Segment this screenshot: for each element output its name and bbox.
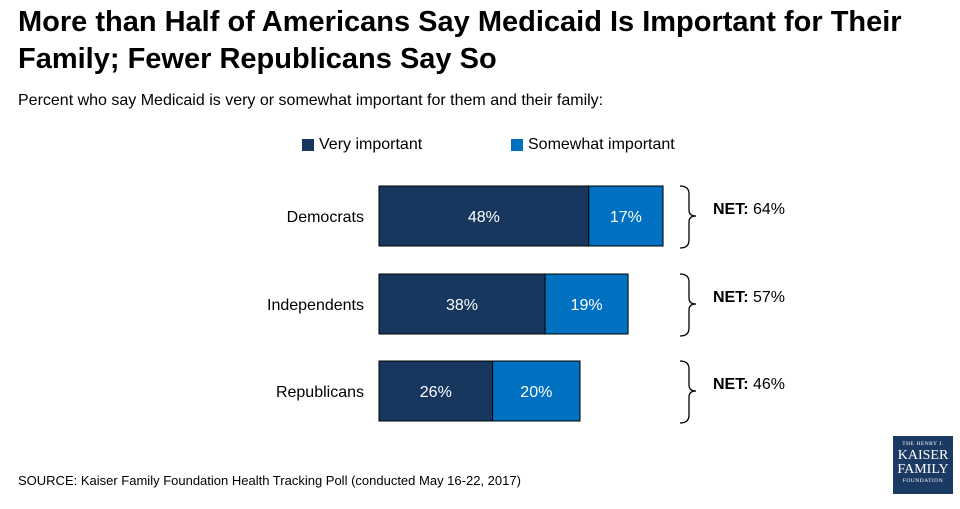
source-note: SOURCE: Kaiser Family Foundation Health … [18, 473, 521, 488]
bar-somewhat-independents [544, 273, 629, 335]
category-label-democrats: Democrats [287, 209, 364, 226]
chart-title: More than Half of Americans Say Medicaid… [18, 6, 902, 75]
category-label-republicans: Republicans [276, 384, 364, 401]
logo-line-3: FAMILY [897, 462, 949, 477]
logo-line-2: KAISER [897, 448, 949, 463]
data-label-very-independents: 38% [446, 297, 478, 314]
kff-logo: THE HENRY J. KAISER FAMILY FOUNDATION [893, 436, 953, 494]
bar-very-independents [378, 273, 546, 335]
net-label-independents: NET: 57% [713, 289, 785, 306]
data-label-somewhat-republicans: 20% [520, 384, 552, 401]
data-label-somewhat-democrats: 17% [610, 209, 642, 226]
logo-line-1: THE HENRY J. [902, 441, 944, 447]
legend-label-somewhat: Somewhat important [528, 136, 675, 153]
legend-swatch-somewhat [511, 139, 523, 151]
data-label-very-republicans: 26% [420, 384, 452, 401]
logo-line-4: FOUNDATION [902, 478, 944, 484]
net-label-republicans: NET: 46% [713, 376, 785, 393]
category-label-independents: Independents [267, 297, 364, 314]
bar-very-republicans [378, 360, 494, 422]
net-bracket-independents [679, 273, 697, 337]
data-label-somewhat-independents: 19% [571, 297, 603, 314]
net-bracket-republicans [679, 360, 697, 424]
chart-subtitle: Percent who say Medicaid is very or some… [18, 92, 604, 109]
bar-somewhat-democrats [588, 185, 664, 247]
legend-item-very: Very important [302, 136, 422, 154]
legend-label-very: Very important [319, 136, 423, 153]
bar-somewhat-republicans [492, 360, 581, 422]
net-label-democrats: NET: 64% [713, 201, 785, 218]
bar-very-democrats [378, 185, 590, 247]
net-bracket-democrats [679, 185, 697, 249]
legend-item-somewhat: Somewhat important [511, 136, 675, 154]
legend-swatch-very [302, 139, 314, 151]
data-label-very-democrats: 48% [468, 209, 500, 226]
